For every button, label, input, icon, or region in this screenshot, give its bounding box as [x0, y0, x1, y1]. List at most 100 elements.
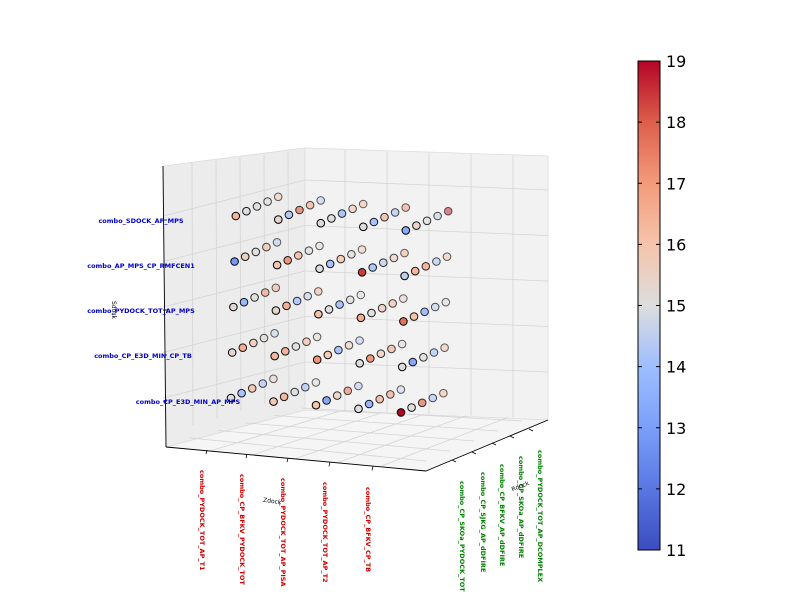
- data-point: [417, 398, 427, 408]
- data-point: [315, 264, 324, 274]
- data-point: [281, 347, 290, 356]
- data-point: [407, 403, 416, 412]
- data-point: [356, 290, 366, 300]
- data-point: [294, 251, 303, 260]
- data-point: [430, 302, 440, 312]
- x-tick-label: combo_CP_BFKV_CP_TB: [364, 487, 372, 572]
- data-point: [314, 309, 323, 319]
- data-point: [357, 245, 367, 254]
- data-point: [388, 299, 398, 308]
- data-point: [429, 348, 439, 357]
- data-point: [302, 337, 311, 347]
- grid-line: [304, 225, 549, 236]
- data-point: [315, 241, 324, 251]
- colorbar-tick-label: 17: [666, 174, 686, 193]
- data-point: [292, 296, 302, 306]
- colorbar-tick-label: 12: [666, 480, 686, 499]
- grid-line: [189, 437, 427, 462]
- grid-line: [163, 225, 306, 262]
- data-point: [311, 400, 321, 410]
- data-point: [366, 354, 375, 363]
- axis-ticks: [163, 219, 534, 471]
- x-tick-label: combo_PYDOCK_TOT_AP_T1: [198, 470, 206, 571]
- grid-line: [163, 179, 306, 217]
- x-tick-labels: combo_PYDOCK_TOT_AP_T1 combo_CP_BFKV_PYD…: [198, 470, 372, 587]
- y-tick-labels: combo_CP_SKOa_PYDOCK_TOT combo_CP_SJKG_A…: [458, 450, 544, 592]
- data-point: [376, 349, 386, 359]
- data-point: [354, 381, 363, 391]
- colorbar-tick-label: 19: [666, 52, 686, 71]
- data-point: [260, 288, 270, 297]
- data-point: [443, 206, 453, 216]
- x-tick: [371, 466, 374, 471]
- data-point: [242, 206, 251, 216]
- data-point: [410, 266, 420, 276]
- data-point: [421, 262, 431, 271]
- data-point: [390, 208, 400, 217]
- data-point: [440, 343, 449, 353]
- grid-line: [304, 316, 549, 327]
- data-point: [291, 342, 301, 351]
- data-point: [409, 312, 419, 321]
- data-point: [368, 263, 378, 272]
- data-point: [355, 336, 364, 345]
- data-point: [343, 386, 353, 396]
- data-point: [237, 388, 246, 398]
- data-point: [386, 390, 395, 399]
- data-point: [325, 259, 335, 269]
- colorbar: 11 12 13 14 15 16 17 18 19: [637, 52, 686, 560]
- y-tick: [491, 442, 497, 446]
- data-point: [322, 396, 331, 405]
- y-tick: [451, 459, 457, 463]
- z-axis-label: Sdock: [110, 301, 117, 320]
- data-point: [273, 192, 283, 202]
- data-point: [271, 306, 281, 315]
- x-tick: [328, 462, 331, 467]
- z-tick-label: combo_AP_MPS_CP_RMFCEN1: [87, 262, 195, 270]
- data-point: [348, 204, 357, 214]
- grid-line: [301, 407, 523, 422]
- data-point: [312, 355, 322, 365]
- grid-line: [209, 410, 341, 452]
- data-point: [432, 257, 441, 266]
- grid-line: [381, 417, 509, 467]
- data-point: [270, 351, 280, 361]
- data-point: [230, 257, 239, 266]
- grid-line: [245, 422, 475, 442]
- grid-line: [252, 412, 383, 456]
- colorbar-tick-label: 16: [666, 235, 686, 254]
- data-point: [377, 303, 387, 313]
- data-point: [239, 297, 249, 307]
- data-point: [238, 343, 248, 353]
- data-point: [250, 293, 259, 302]
- data-point: [284, 210, 294, 220]
- data-point: [347, 250, 356, 259]
- data-point: [397, 362, 407, 372]
- y-axis-line: [425, 419, 549, 472]
- grid-line: [304, 270, 549, 282]
- data-point: [282, 301, 291, 311]
- data-point: [396, 385, 406, 394]
- y-tick-label: combo_CP_BFKV_AP_dDFIRE: [498, 464, 506, 566]
- data-point: [433, 211, 442, 221]
- data-point: [279, 392, 289, 402]
- z-tick-label: combo_SDOCK_AP_MPS: [98, 217, 183, 225]
- data-point: [419, 353, 428, 362]
- data-point: [240, 252, 250, 262]
- grid-line: [304, 361, 549, 373]
- y-tick-label: combo_CP_SJKG_AP_dDFIRE: [479, 472, 487, 572]
- colorbar-tick-label: 15: [666, 297, 686, 316]
- data-point: [272, 238, 282, 247]
- grid-line: [163, 316, 306, 353]
- data-point: [252, 202, 262, 211]
- grid-line: [304, 179, 549, 191]
- data-point: [335, 300, 344, 309]
- data-point: [301, 382, 310, 392]
- data-point: [231, 211, 241, 221]
- grid-line: [162, 361, 306, 399]
- grid-line: [239, 157, 242, 412]
- colorbar-ticks: 11 12 13 14 15 16 17 18 19: [638, 52, 686, 560]
- z-axis-line: [162, 165, 167, 448]
- data-point: [332, 391, 342, 400]
